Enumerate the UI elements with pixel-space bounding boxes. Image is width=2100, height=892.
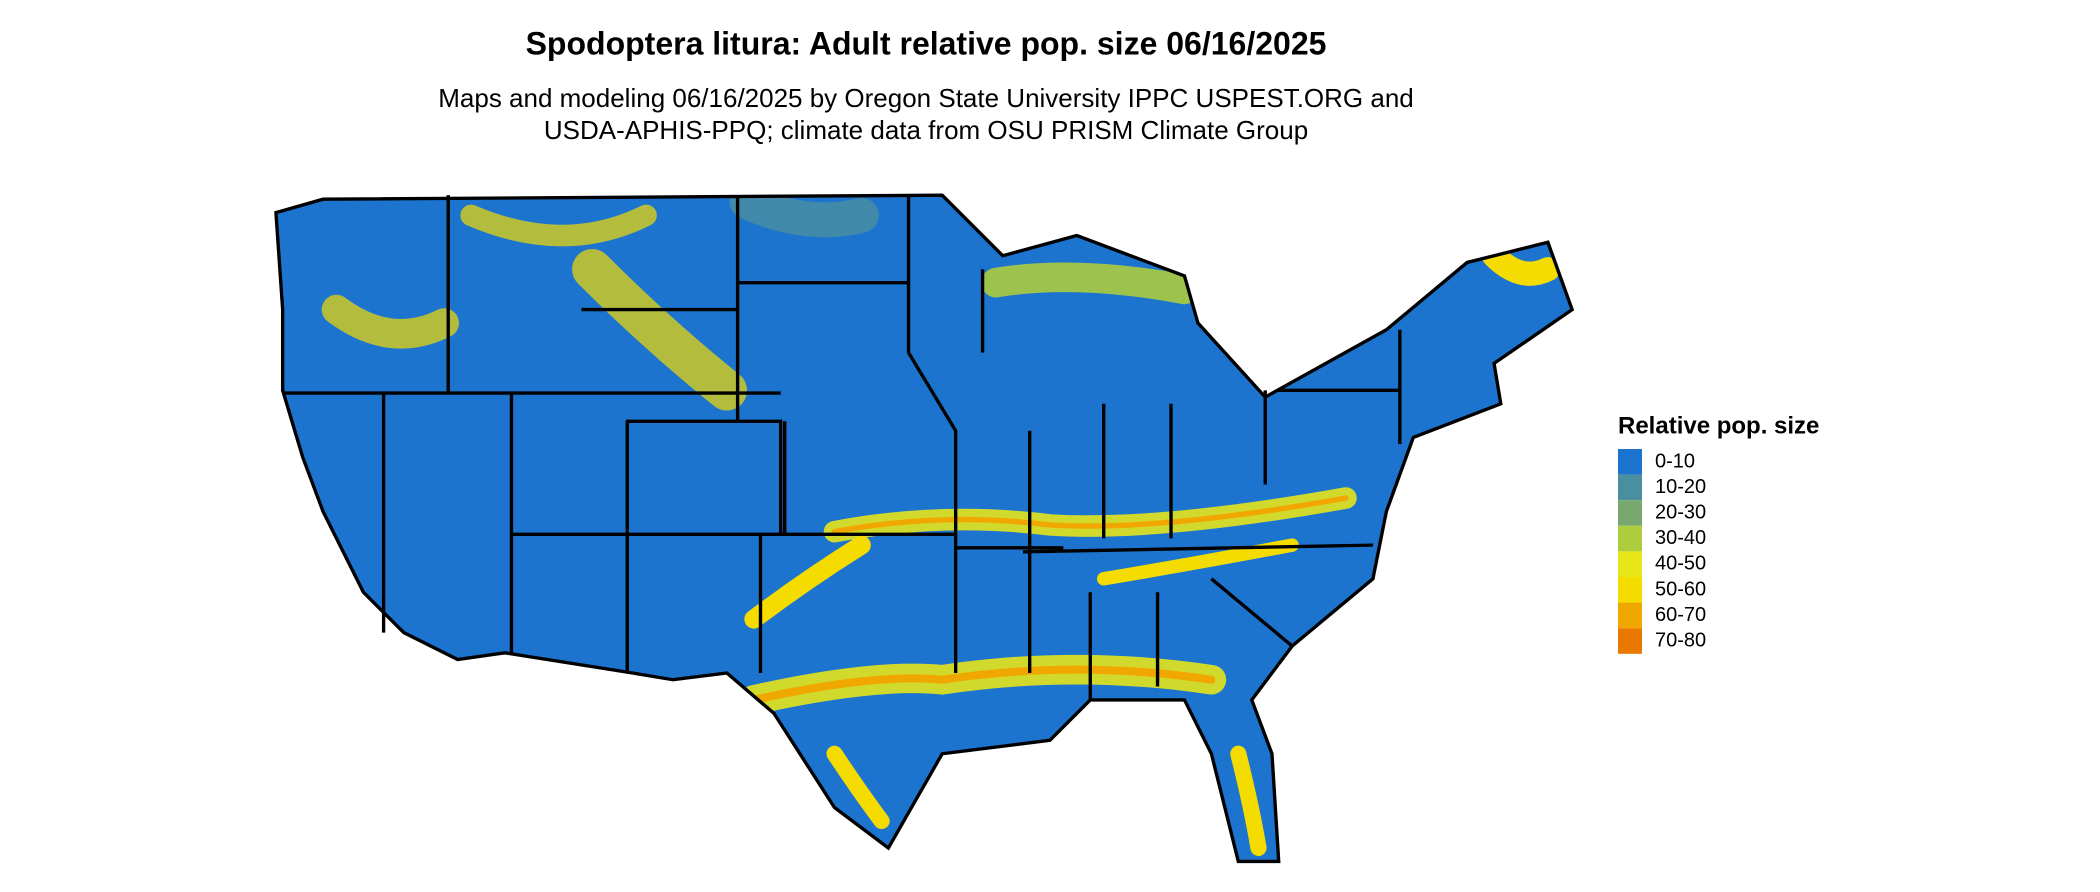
legend-swatch xyxy=(1618,500,1642,526)
legend-swatch xyxy=(1618,449,1642,475)
legend-swatch xyxy=(1618,551,1642,577)
legend-swatch xyxy=(1618,474,1642,501)
suitability-patches xyxy=(321,195,1561,857)
title: Spodoptera litura: Adult relative pop. s… xyxy=(526,25,1327,61)
legend-swatch xyxy=(1618,525,1642,552)
legend-label: 10-20 xyxy=(1655,476,1706,498)
legend-title: Relative pop. size xyxy=(1618,412,1819,439)
legend-label: 70-80 xyxy=(1655,629,1706,651)
legend-label: 50-60 xyxy=(1655,578,1706,600)
legend-label: 0-10 xyxy=(1655,450,1695,472)
legend-label: 40-50 xyxy=(1655,553,1706,575)
legend-label: 20-30 xyxy=(1655,501,1706,523)
legend: 0-10 10-20 20-30 30-40 40-50 50-60 60-70 70-80 xyxy=(1618,449,1706,654)
legend-swatch xyxy=(1618,577,1642,603)
legend-swatch xyxy=(1618,628,1642,654)
legend-label: 60-70 xyxy=(1655,604,1706,626)
subtitle: USDA-APHIS-PPQ; climate data from OSU PR… xyxy=(544,115,1308,145)
us-map xyxy=(274,193,1574,864)
legend-label: 30-40 xyxy=(1655,527,1706,549)
legend-swatch xyxy=(1618,602,1642,629)
state-borders xyxy=(274,193,1574,864)
subtitle: Maps and modeling 06/16/2025 by Oregon S… xyxy=(438,83,1414,113)
